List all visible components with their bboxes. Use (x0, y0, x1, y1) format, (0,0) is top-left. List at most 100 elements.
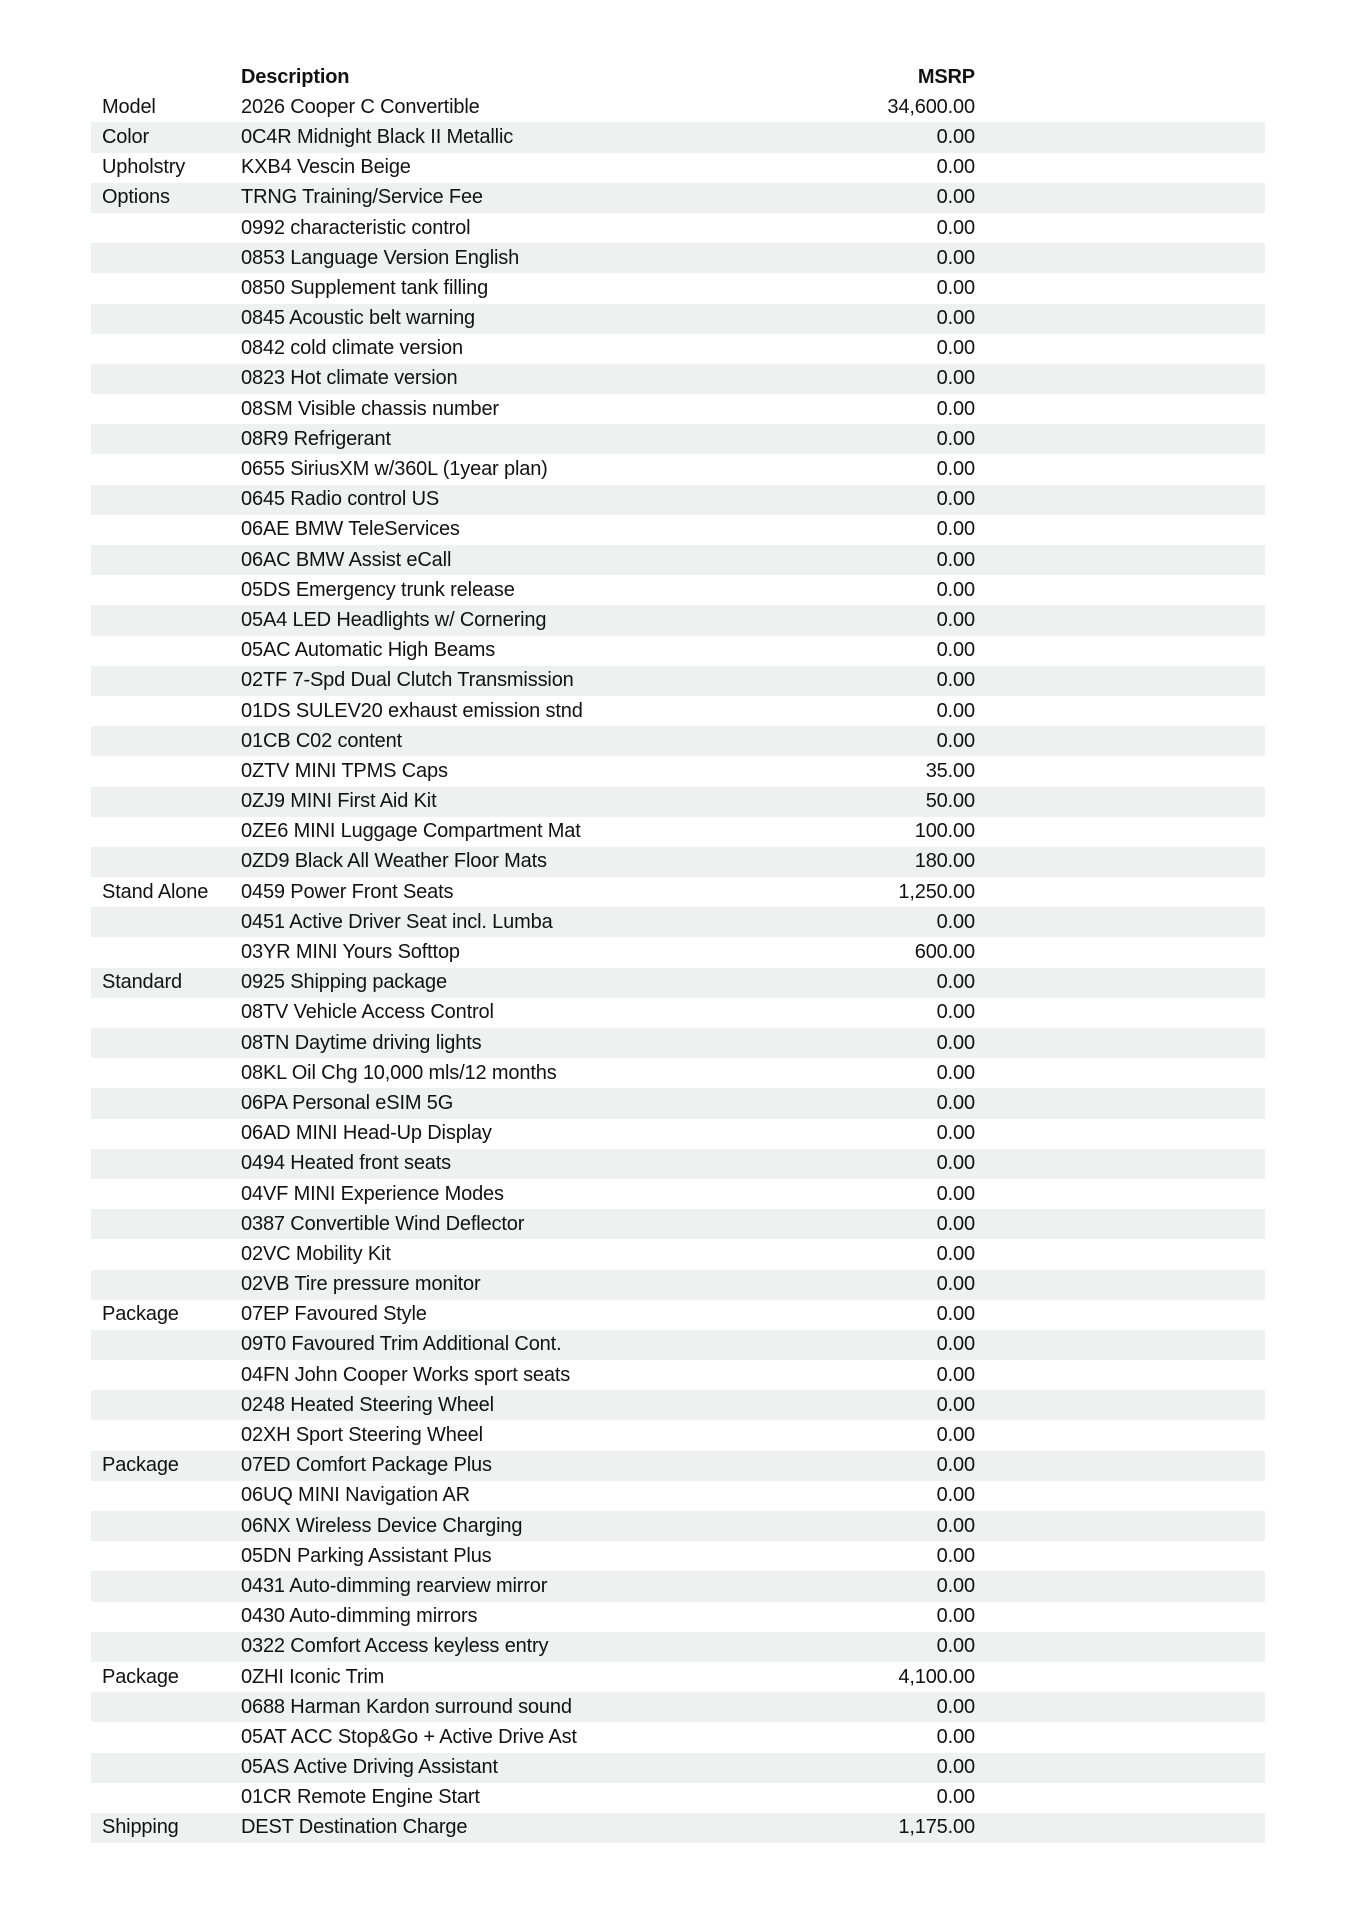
msrp-cell: 0.00 (936, 427, 975, 450)
description-cell: 09T0 Favoured Trim Additional Cont. (241, 1333, 562, 1356)
msrp-cell: 0.00 (936, 1544, 975, 1567)
description-cell: 08R9 Refrigerant (241, 427, 391, 450)
column-header-description: Description (241, 65, 350, 88)
table-row: Package 0ZHI Iconic Trim 4,100.00 (91, 1662, 1265, 1692)
table-row: 0688 Harman Kardon surround sound 0.00 (91, 1692, 1265, 1723)
msrp-cell: 4,100.00 (898, 1665, 975, 1688)
table-row: 0ZD9 Black All Weather Floor Mats 180.00 (91, 846, 1265, 878)
description-cell: 0ZD9 Black All Weather Floor Mats (241, 850, 547, 873)
description-cell: 08KL Oil Chg 10,000 mls/12 months (241, 1061, 557, 1084)
table-row: Upholstry KXB4 Vescin Beige 0.00 (91, 153, 1265, 183)
msrp-cell: 0.00 (936, 578, 975, 601)
description-cell: 0842 cold climate version (241, 337, 463, 360)
table-row: 0431 Auto-dimming rearview mirror 0.00 (91, 1571, 1265, 1602)
description-cell: 0431 Auto-dimming rearview mirror (241, 1574, 548, 1597)
description-cell: 06AE BMW TeleServices (241, 518, 460, 541)
table-row: 05AS Active Driving Assistant 0.00 (91, 1752, 1265, 1783)
msrp-cell: 0.00 (936, 548, 975, 571)
table-row: 08SM Visible chassis number 0.00 (91, 394, 1265, 424)
msrp-cell: 0.00 (936, 367, 975, 390)
msrp-cell: 0.00 (936, 639, 975, 662)
description-cell: 06AD MINI Head-Up Display (241, 1122, 492, 1145)
category-cell: Package (102, 1454, 179, 1477)
description-cell: 0ZE6 MINI Luggage Compartment Mat (241, 820, 581, 843)
msrp-cell: 0.00 (936, 156, 975, 179)
msrp-cell: 0.00 (936, 699, 975, 722)
table-row: 08R9 Refrigerant 0.00 (91, 424, 1265, 455)
msrp-cell: 1,175.00 (898, 1816, 975, 1839)
msrp-cell: 0.00 (936, 971, 975, 994)
description-cell: 05AS Active Driving Assistant (241, 1756, 498, 1779)
table-row: 08TV Vehicle Access Control 0.00 (91, 998, 1265, 1028)
msrp-cell: 0.00 (936, 1454, 975, 1477)
category-cell: Standard (102, 971, 182, 994)
msrp-cell: 0.00 (936, 1061, 975, 1084)
table-row: 0ZJ9 MINI First Aid Kit 50.00 (91, 786, 1265, 817)
msrp-cell: 0.00 (936, 1001, 975, 1024)
msrp-cell: 600.00 (914, 941, 975, 964)
table-row: 0430 Auto-dimming mirrors 0.00 (91, 1602, 1265, 1632)
table-row: 05DN Parking Assistant Plus 0.00 (91, 1541, 1265, 1571)
category-cell: Stand Alone (102, 880, 209, 903)
description-cell: DEST Destination Charge (241, 1816, 468, 1839)
description-cell: 05AT ACC Stop&Go + Active Drive Ast (241, 1725, 577, 1748)
table-row: 04FN John Cooper Works sport seats 0.00 (91, 1360, 1265, 1390)
msrp-cell: 0.00 (936, 1393, 975, 1416)
description-cell: 02VC Mobility Kit (241, 1242, 391, 1265)
msrp-cell: 0.00 (936, 729, 975, 752)
description-cell: 05DS Emergency trunk release (241, 578, 515, 601)
msrp-cell: 0.00 (936, 1725, 975, 1748)
table-row: 06AE BMW TeleServices 0.00 (91, 515, 1265, 545)
msrp-cell: 0.00 (936, 1756, 975, 1779)
description-cell: 05AC Automatic High Beams (241, 639, 496, 662)
table-row: 0823 Hot climate version 0.00 (91, 363, 1265, 395)
msrp-cell: 0.00 (936, 1212, 975, 1235)
description-cell: 01CR Remote Engine Start (241, 1786, 480, 1809)
table-row: Shipping DEST Destination Charge 1,175.0… (91, 1812, 1265, 1844)
table-row: Standard 0925 Shipping package 0.00 (91, 967, 1265, 998)
description-cell: 03YR MINI Yours Softtop (241, 941, 460, 964)
description-cell: 2026 Cooper C Convertible (241, 95, 480, 118)
description-cell: 0ZTV MINI TPMS Caps (241, 759, 448, 782)
msrp-cell: 0.00 (936, 1574, 975, 1597)
description-cell: 05DN Parking Assistant Plus (241, 1544, 492, 1567)
table-row: 0655 SiriusXM w/360L (1year plan) 0.00 (91, 454, 1265, 484)
description-cell: 01DS SULEV20 exhaust emission stnd (241, 699, 583, 722)
description-cell: 06PA Personal eSIM 5G (241, 1091, 454, 1114)
description-cell: 0430 Auto-dimming mirrors (241, 1605, 478, 1628)
table-row: 09T0 Favoured Trim Additional Cont. 0.00 (91, 1329, 1265, 1361)
description-cell: 0ZJ9 MINI First Aid Kit (241, 790, 437, 813)
table-row: 08TN Daytime driving lights 0.00 (91, 1028, 1265, 1059)
table-row: 06NX Wireless Device Charging 0.00 (91, 1511, 1265, 1542)
description-cell: 08TV Vehicle Access Control (241, 1001, 494, 1024)
description-cell: 06UQ MINI Navigation AR (241, 1484, 470, 1507)
description-cell: 0655 SiriusXM w/360L (1year plan) (241, 458, 548, 481)
table-row: 02VC Mobility Kit 0.00 (91, 1239, 1265, 1269)
description-cell: KXB4 Vescin Beige (241, 156, 411, 179)
description-cell: 05A4 LED Headlights w/ Cornering (241, 608, 547, 631)
description-cell: 0992 characteristic control (241, 216, 471, 239)
table-row: 03YR MINI Yours Softtop 600.00 (91, 937, 1265, 967)
table-row: 05AT ACC Stop&Go + Active Drive Ast 0.00 (91, 1722, 1265, 1752)
table-row: 0387 Convertible Wind Deflector 0.00 (91, 1209, 1265, 1240)
description-cell: 0322 Comfort Access keyless entry (241, 1635, 549, 1658)
table-row: 02VB Tire pressure monitor 0.00 (91, 1269, 1265, 1300)
msrp-cell: 0.00 (936, 1363, 975, 1386)
msrp-cell: 1,250.00 (898, 880, 975, 903)
table-row: 0845 Acoustic belt warning 0.00 (91, 303, 1265, 334)
description-cell: 0850 Supplement tank filling (241, 276, 489, 299)
table-row: 02TF 7-Spd Dual Clutch Transmission 0.00 (91, 665, 1265, 696)
table-row: 01CB C02 content 0.00 (91, 726, 1265, 757)
table-row: 05A4 LED Headlights w/ Cornering 0.00 (91, 605, 1265, 636)
table-row: 04VF MINI Experience Modes 0.00 (91, 1179, 1265, 1209)
description-cell: 0645 Radio control US (241, 488, 440, 511)
table-row: 06AD MINI Head-Up Display 0.00 (91, 1119, 1265, 1149)
msrp-cell: 0.00 (936, 1152, 975, 1175)
description-cell: 0823 Hot climate version (241, 367, 458, 390)
msrp-cell: 50.00 (925, 790, 975, 813)
description-cell: 07ED Comfort Package Plus (241, 1454, 492, 1477)
msrp-cell: 180.00 (914, 850, 975, 873)
table-row: 0645 Radio control US 0.00 (91, 484, 1265, 515)
msrp-cell: 0.00 (936, 608, 975, 631)
